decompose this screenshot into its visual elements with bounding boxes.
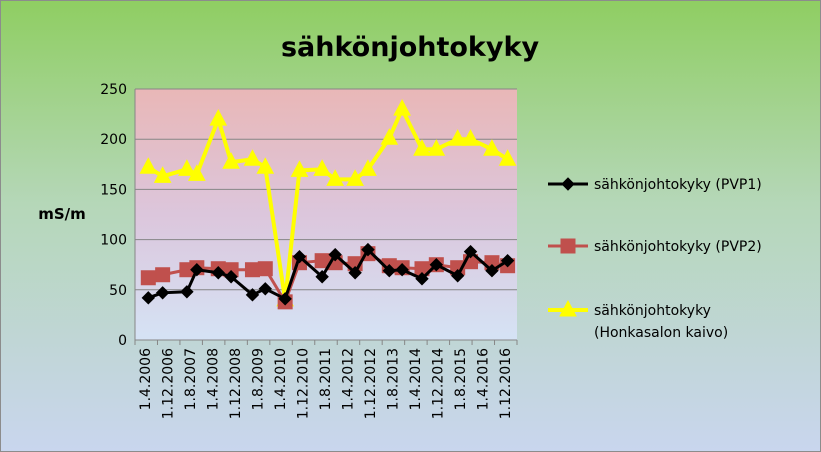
x-tick-label: 1.8.2013 <box>385 348 401 410</box>
data-point-triangle <box>326 169 344 186</box>
legend-entry: sähkönjohtokyky (PVP1) <box>548 177 762 193</box>
data-point-triangle <box>178 159 196 176</box>
data-point-triangle <box>559 299 577 317</box>
data-point-diamond <box>463 244 478 259</box>
x-tick-label: 1.12.2010 <box>296 348 312 419</box>
data-point-diamond <box>141 291 156 305</box>
chart-title: sähkönjohtokyky <box>281 32 540 63</box>
data-point-triangle <box>153 166 172 183</box>
x-tick-label: 1.4.2006 <box>138 348 154 410</box>
x-tick-label: 1.8.2011 <box>318 348 334 410</box>
legend-label: sähkönjohtokyky (PVP1) <box>594 177 762 193</box>
data-point-triangle <box>483 139 501 156</box>
y-tick-label: 0 <box>118 333 127 349</box>
legend-entry: sähkönjohtokyky (PVP2) <box>548 238 762 255</box>
data-point-diamond <box>245 288 260 302</box>
data-point-diamond <box>155 286 170 300</box>
data-point-diamond <box>500 253 515 268</box>
legend-entry: sähkönjohtokyky (Honkasalon kaivo) <box>548 299 728 341</box>
data-point-diamond <box>361 242 375 257</box>
x-tick-label: 1.4.2016 <box>475 348 491 410</box>
data-point-diamond <box>211 266 225 280</box>
x-tick-label: 1.4.2012 <box>340 348 356 410</box>
x-tick-label: 1.12.2016 <box>498 348 514 419</box>
legend-label: sähkönjohtokyky (Honkasalon kaivo) <box>594 303 728 341</box>
axes: 0 50 100 150 200 250 1.4.2006 1.12.2006 1.8.2007… <box>100 82 518 419</box>
legend-label: sähkönjohtokyky (PVP2) <box>594 239 762 255</box>
data-point-diamond <box>415 272 429 286</box>
data-point-diamond <box>315 270 329 284</box>
data-point-square <box>257 261 273 277</box>
legend-label-line: sähkönjohtokyky <box>594 303 711 319</box>
data-point-diamond <box>278 292 292 306</box>
data-point-diamond <box>348 266 362 280</box>
series-layer <box>139 99 517 310</box>
data-point-triangle <box>448 129 467 146</box>
data-point-triangle <box>209 109 228 126</box>
data-point-diamond <box>180 285 194 299</box>
x-tick-label: 1.8.2007 <box>183 348 199 410</box>
data-point-triangle <box>346 169 364 186</box>
x-tick-label: 1.12.2012 <box>363 348 379 419</box>
data-point-triangle <box>187 164 206 181</box>
x-tick-label: 1.4.2010 <box>273 348 289 410</box>
data-point-triangle <box>222 152 240 169</box>
data-point-triangle <box>243 149 262 166</box>
data-point-diamond <box>190 263 204 277</box>
y-tick-label: 100 <box>100 233 127 249</box>
x-tick-label: 1.8.2009 <box>251 348 267 410</box>
x-tick-label: 1.4.2014 <box>408 348 424 410</box>
data-point-triangle <box>359 159 377 176</box>
series-diamond <box>141 242 515 306</box>
x-tick-label: 1.4.2008 <box>206 348 222 410</box>
data-point-diamond <box>395 263 409 277</box>
x-tick-label: 1.12.2014 <box>430 348 446 419</box>
data-point-square <box>560 238 576 254</box>
y-axis-title: mS/m <box>38 205 86 223</box>
series-line <box>147 248 509 301</box>
data-point-square <box>244 262 260 278</box>
data-point-triangle <box>139 157 158 174</box>
data-point-square <box>140 270 156 286</box>
data-point-diamond <box>292 249 307 264</box>
data-point-diamond <box>485 264 499 278</box>
data-point-triangle <box>413 139 431 156</box>
y-tick-label: 250 <box>100 82 127 98</box>
data-point-triangle <box>427 139 446 156</box>
x-tick-label: 1.12.2006 <box>161 348 177 419</box>
data-point-triangle <box>256 157 275 174</box>
data-point-diamond <box>429 257 444 272</box>
legend: sähkönjohtokyky (PVP1) sähkönjohtokyky (P… <box>548 177 762 341</box>
data-point-triangle <box>393 99 411 116</box>
data-point-diamond <box>328 247 342 262</box>
data-point-diamond <box>382 264 397 278</box>
data-point-diamond <box>450 269 465 283</box>
data-point-triangle <box>461 129 480 146</box>
data-point-diamond <box>258 282 273 296</box>
legend-label-line: (Honkasalon kaivo) <box>594 325 728 341</box>
y-tick-label: 50 <box>109 283 127 299</box>
data-point-triangle <box>313 159 331 176</box>
series-triangle <box>139 99 517 307</box>
data-point-diamond <box>561 177 575 191</box>
x-tick-label: 1.8.2015 <box>453 348 469 410</box>
y-tick-label: 150 <box>100 182 127 198</box>
y-tick-label: 200 <box>100 132 127 148</box>
data-point-diamond <box>224 270 238 284</box>
data-point-triangle <box>290 160 309 177</box>
data-point-square <box>155 267 171 283</box>
data-point-triangle <box>498 149 517 166</box>
plot-area <box>135 89 517 340</box>
data-point-triangle <box>380 128 399 145</box>
x-tick-label: 1.12.2008 <box>228 348 244 419</box>
